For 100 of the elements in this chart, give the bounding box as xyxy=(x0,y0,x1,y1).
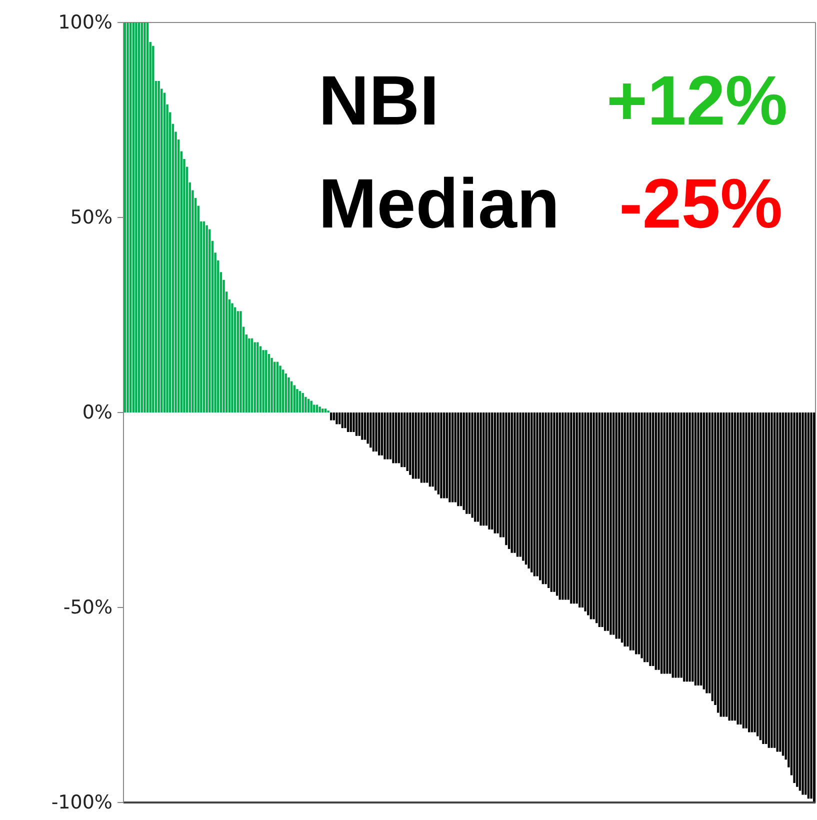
bar xyxy=(440,412,442,498)
bar xyxy=(725,412,728,717)
bar xyxy=(290,381,293,412)
bar xyxy=(474,412,476,522)
bar xyxy=(764,412,768,744)
bar xyxy=(615,412,618,639)
bar xyxy=(146,22,149,412)
bar xyxy=(448,412,451,502)
bar xyxy=(446,412,448,498)
bar xyxy=(519,412,522,557)
bar xyxy=(768,412,770,748)
bar xyxy=(274,362,276,412)
bar xyxy=(640,412,643,658)
bar xyxy=(152,46,154,412)
bar xyxy=(460,412,462,506)
bar xyxy=(276,362,279,412)
bar xyxy=(584,412,586,612)
bar xyxy=(330,412,332,420)
bar xyxy=(372,412,375,452)
bar xyxy=(779,412,782,752)
bar xyxy=(268,354,270,412)
bar xyxy=(406,412,408,471)
bar xyxy=(344,412,346,428)
bar xyxy=(414,412,417,479)
bar xyxy=(494,412,496,534)
bar xyxy=(265,350,268,412)
bar xyxy=(288,377,290,412)
bar xyxy=(550,412,553,592)
bar xyxy=(536,412,538,576)
bar xyxy=(394,412,398,464)
y-tick-label: 100% xyxy=(58,12,113,34)
bar xyxy=(601,412,604,627)
bar xyxy=(544,412,547,584)
bar xyxy=(496,412,499,534)
bar xyxy=(457,412,460,506)
bar xyxy=(604,412,606,631)
bar xyxy=(298,391,302,412)
bar xyxy=(770,412,773,748)
bar xyxy=(254,342,256,412)
bar xyxy=(562,412,564,600)
bar xyxy=(706,412,708,694)
bar xyxy=(581,412,584,608)
bar xyxy=(392,412,394,464)
bar xyxy=(762,412,764,744)
bar xyxy=(576,412,578,604)
bar xyxy=(236,311,239,412)
bar xyxy=(270,358,273,412)
bar xyxy=(773,412,776,748)
bar xyxy=(680,412,682,678)
bar xyxy=(736,412,739,724)
bar xyxy=(572,412,576,604)
bar xyxy=(462,412,465,510)
bar xyxy=(798,412,802,791)
bar xyxy=(632,412,634,650)
bar xyxy=(716,412,720,713)
bar xyxy=(646,412,649,662)
bar xyxy=(426,412,428,483)
bar xyxy=(740,412,742,724)
bar xyxy=(346,412,350,432)
bar xyxy=(505,412,508,546)
bar xyxy=(378,412,380,456)
bar xyxy=(686,412,688,682)
bar xyxy=(728,412,730,721)
bar xyxy=(313,404,316,412)
annotation: +12% xyxy=(606,62,788,140)
annotation: NBI xyxy=(318,62,440,140)
bar xyxy=(129,22,132,412)
bar xyxy=(202,221,206,412)
bar xyxy=(248,338,250,412)
bar xyxy=(635,412,638,654)
bar xyxy=(720,412,722,717)
bar xyxy=(302,393,304,412)
bar xyxy=(432,412,434,487)
bar xyxy=(361,412,364,440)
bar xyxy=(756,412,759,736)
bar xyxy=(553,412,556,592)
bar xyxy=(510,412,513,553)
bar xyxy=(697,412,700,686)
bar xyxy=(731,412,734,721)
bar xyxy=(692,412,694,682)
bar xyxy=(132,22,134,412)
bar xyxy=(804,412,807,795)
bar xyxy=(606,412,609,631)
bar xyxy=(663,412,666,674)
bar xyxy=(412,412,414,479)
bar xyxy=(683,412,686,682)
bar xyxy=(124,22,126,412)
bar xyxy=(660,412,663,674)
bar xyxy=(420,412,423,483)
y-tick-label: 0% xyxy=(82,402,113,424)
bar xyxy=(409,412,412,475)
y-tick-label: -50% xyxy=(63,596,113,618)
bar xyxy=(620,412,624,643)
bar xyxy=(451,412,454,502)
bar xyxy=(400,412,403,468)
bar xyxy=(596,412,598,624)
bar xyxy=(250,338,254,412)
bar xyxy=(454,412,456,502)
bar xyxy=(384,412,386,460)
bar xyxy=(734,412,736,721)
